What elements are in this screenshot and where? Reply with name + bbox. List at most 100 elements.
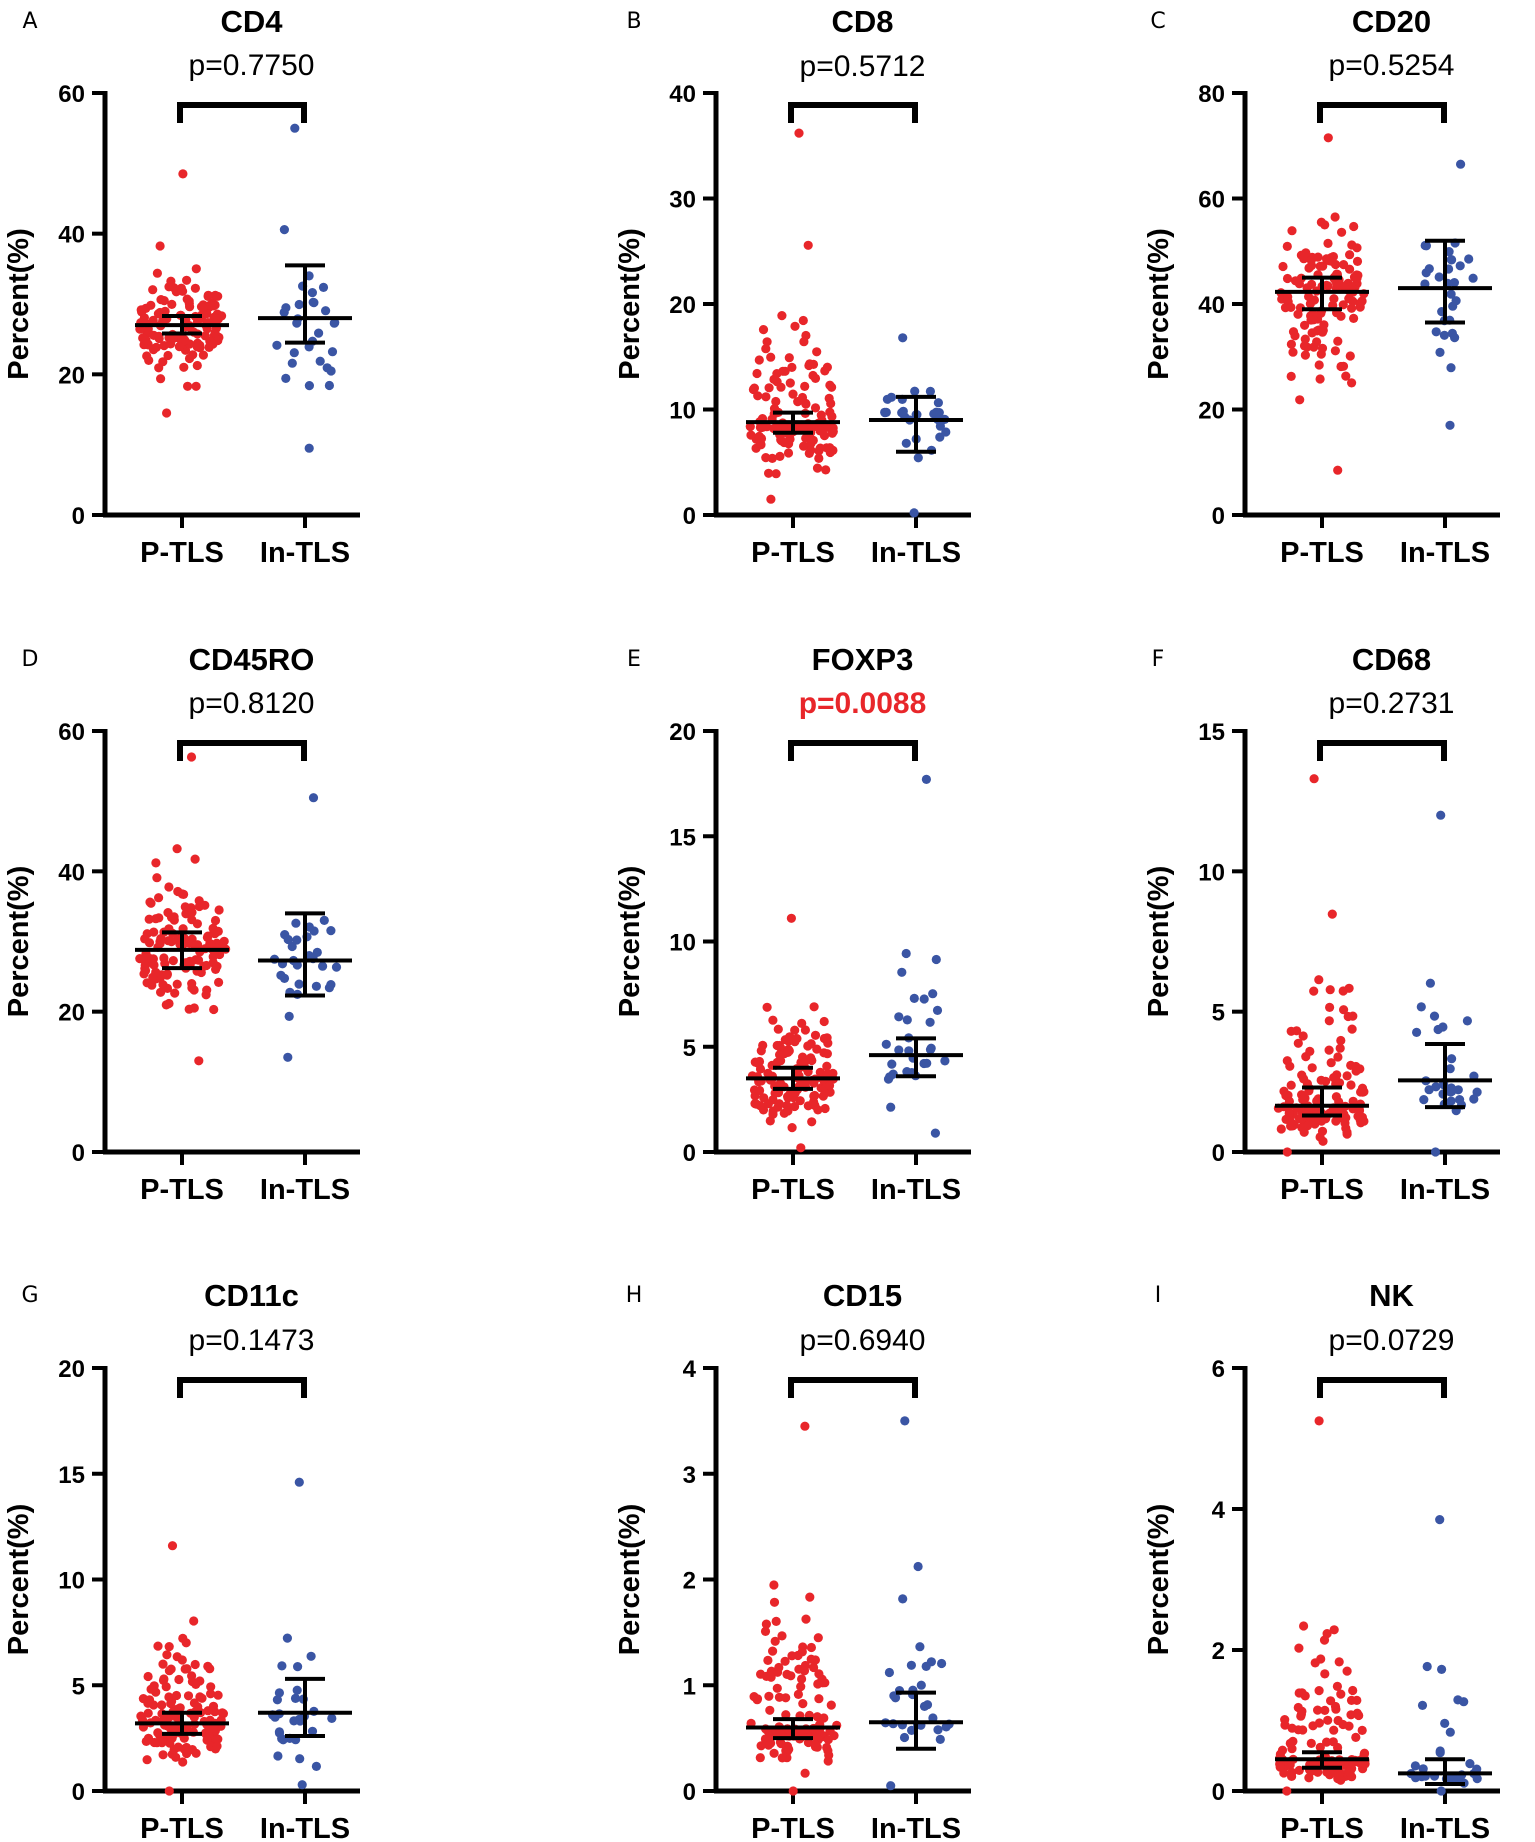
data-point-p-tls	[781, 1710, 791, 1720]
data-point-p-tls	[1334, 1657, 1344, 1667]
panel-letter: I	[1155, 1283, 1162, 1308]
data-point-p-tls	[822, 1049, 833, 1059]
data-point-p-tls	[189, 1003, 199, 1013]
data-point-p-tls	[1302, 1121, 1313, 1131]
data-point-p-tls	[790, 1037, 800, 1047]
data-point-p-tls	[214, 977, 224, 988]
x-tick-label: P-TLS	[1280, 1813, 1364, 1842]
data-point-p-tls	[1307, 1063, 1317, 1073]
data-point-p-tls	[797, 392, 808, 403]
data-point-in-tls	[327, 347, 338, 357]
data-point-in-tls	[291, 918, 301, 928]
data-point-p-tls	[193, 955, 204, 965]
data-point-in-tls	[913, 453, 923, 463]
data-point-p-tls	[182, 275, 192, 285]
data-point-p-tls	[761, 344, 771, 354]
data-point-p-tls	[765, 1705, 775, 1715]
panel-i: I NK p=0.0729 0 2 4 6 P-TLS In-TLS Percent(%)	[1143, 1278, 1500, 1842]
y-tick-label: 60	[58, 81, 85, 108]
data-point-p-tls	[189, 1712, 199, 1722]
data-point-p-tls	[819, 1016, 829, 1027]
data-point-p-tls	[1338, 300, 1348, 310]
data-point-in-tls	[314, 328, 324, 338]
data-point-p-tls	[178, 169, 188, 179]
data-point-p-tls	[798, 315, 808, 326]
data-point-p-tls	[1282, 1147, 1292, 1157]
data-point-p-tls	[799, 1058, 810, 1068]
data-point-p-tls	[206, 1682, 216, 1692]
data-point-p-tls	[783, 1047, 793, 1057]
data-point-in-tls	[901, 438, 911, 448]
data-point-p-tls	[826, 1700, 836, 1710]
data-point-p-tls	[772, 422, 783, 432]
data-point-in-tls	[935, 421, 946, 431]
data-point-in-tls	[331, 962, 342, 972]
data-point-p-tls	[1282, 273, 1293, 284]
data-point-in-tls	[274, 1688, 284, 1698]
data-point-p-tls	[162, 408, 172, 418]
y-tick-label: 15	[669, 824, 696, 851]
data-point-p-tls	[161, 1682, 171, 1692]
data-point-p-tls	[1342, 1071, 1352, 1081]
data-point-p-tls	[1347, 303, 1357, 313]
data-point-p-tls	[198, 303, 208, 313]
data-point-p-tls	[1346, 1080, 1356, 1090]
data-point-in-tls	[1447, 1054, 1457, 1064]
data-point-p-tls	[745, 422, 755, 432]
data-point-p-tls	[1287, 226, 1297, 236]
panel-c: C CD20 p=0.5254 0 20 40 60 80 P-TLS In-TLS Percent…	[1143, 4, 1500, 569]
data-point-p-tls	[1314, 1686, 1324, 1696]
data-point-in-tls	[1429, 1011, 1440, 1021]
data-point-p-tls	[148, 315, 158, 325]
data-point-p-tls	[758, 325, 769, 335]
data-point-p-tls	[752, 1694, 763, 1704]
data-point-p-tls	[154, 331, 164, 341]
data-point-p-tls	[1275, 1749, 1285, 1759]
data-point-in-tls	[311, 1761, 321, 1771]
data-point-in-tls	[1445, 1727, 1455, 1737]
panel-e: E FOXP3 p=0.0088 0 5 10 15 20 P-TLS In-TLS Percent…	[614, 642, 971, 1206]
data-point-p-tls	[145, 897, 155, 907]
data-point-p-tls	[182, 294, 192, 304]
data-point-p-tls	[1326, 1058, 1336, 1068]
data-point-p-tls	[797, 1674, 807, 1684]
data-point-in-tls	[1445, 1064, 1455, 1074]
significance-bracket	[177, 102, 307, 123]
data-point-p-tls	[183, 381, 193, 391]
x-tick-label: In-TLS	[1400, 537, 1490, 569]
data-point-in-tls	[1455, 261, 1465, 271]
data-point-p-tls	[1301, 248, 1311, 258]
data-point-in-tls	[1435, 1748, 1445, 1758]
data-point-p-tls	[144, 355, 154, 365]
data-point-p-tls	[824, 1750, 834, 1760]
data-point-in-tls	[928, 989, 938, 999]
data-point-p-tls	[1288, 327, 1299, 337]
data-point-p-tls	[1348, 1011, 1358, 1021]
data-point-p-tls	[164, 1786, 174, 1796]
data-point-p-tls	[785, 1089, 795, 1100]
data-point-in-tls	[1435, 347, 1445, 357]
data-point-p-tls	[824, 393, 834, 403]
data-point-p-tls	[1286, 339, 1296, 349]
data-point-in-tls	[1436, 1786, 1446, 1796]
data-point-p-tls	[186, 752, 197, 762]
data-point-p-tls	[1314, 1718, 1324, 1728]
data-point-p-tls	[192, 360, 202, 371]
data-point-p-tls	[142, 1755, 152, 1765]
y-tick-label: 3	[683, 1462, 696, 1489]
data-point-p-tls	[195, 1692, 205, 1702]
data-point-p-tls	[1316, 1654, 1326, 1664]
data-point-p-tls	[810, 403, 821, 413]
panel-letter: F	[1152, 647, 1165, 672]
data-point-p-tls	[771, 1616, 781, 1626]
panel-b: B CD8 p=0.5712 0 10 20 30 40 P-TLS In-TLS Percent(…	[614, 4, 971, 569]
data-point-in-tls	[326, 980, 336, 990]
data-point-p-tls	[1335, 1043, 1345, 1053]
x-tick-label: P-TLS	[1280, 1174, 1364, 1206]
y-tick-label: 4	[1212, 1497, 1226, 1524]
data-point-p-tls	[1316, 217, 1326, 227]
panel-f: F CD68 p=0.2731 0 5 10 15 P-TLS In-TLS Percent(%)	[1143, 642, 1500, 1206]
data-point-p-tls	[761, 392, 771, 402]
data-point-p-tls	[809, 1662, 819, 1673]
